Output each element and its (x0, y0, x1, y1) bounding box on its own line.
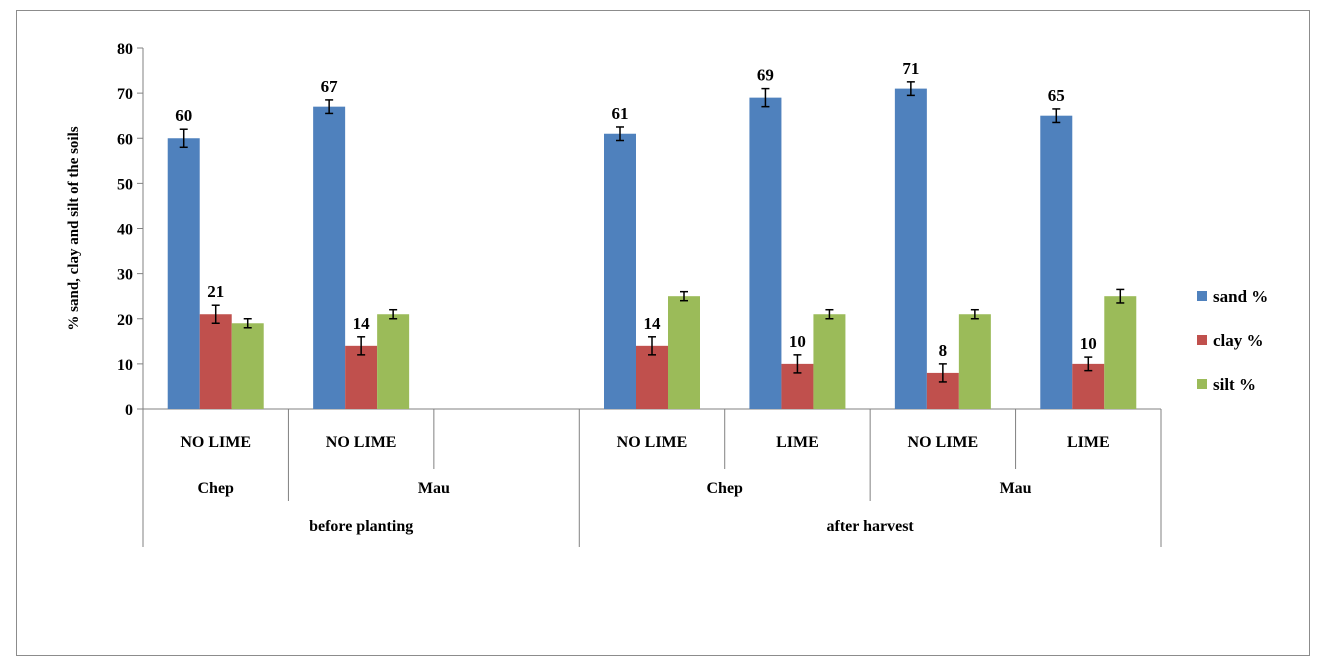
data-label-clay: 21 (207, 282, 224, 301)
y-axis-label: % sand, clay and silt of the soils (66, 126, 82, 330)
data-label-clay: 14 (353, 314, 371, 333)
bar-clay (199, 314, 232, 409)
bar-silt (1104, 296, 1137, 409)
x-category-label: NO LIME (908, 434, 979, 451)
data-label-clay: 8 (939, 341, 948, 360)
data-label-sand: 71 (902, 59, 919, 78)
bar-silt (958, 314, 991, 409)
legend-swatch (1197, 379, 1207, 389)
chart-frame: 0 10 20 30 40 50 60 70 80 % sand, clay and silt o… (16, 10, 1310, 656)
bar-silt (813, 314, 846, 409)
y-tick-label: 50 (117, 176, 133, 193)
x-level2-label: Chep (706, 480, 743, 497)
x-category-label: LIME (1067, 434, 1110, 451)
y-tick-label: 30 (117, 267, 133, 284)
x-category-label: NO LIME (326, 434, 397, 451)
x-category-label: NO LIME (180, 434, 251, 451)
y-tick-label: 80 (117, 41, 133, 58)
bar-sand (749, 97, 782, 409)
bar-sand (313, 106, 346, 409)
legend-entry: silt % (1213, 375, 1256, 394)
legend-entry: clay % (1213, 331, 1264, 350)
x-level2-label: Mau (1000, 480, 1032, 497)
data-label-sand: 61 (612, 104, 629, 123)
bar-sand (1040, 115, 1073, 409)
x-level2-label: Mau (418, 480, 450, 497)
y-tick-label: 0 (125, 402, 133, 419)
data-label-sand: 65 (1048, 86, 1065, 105)
bar-clay (1072, 363, 1105, 409)
y-tick-label: 60 (117, 131, 133, 148)
x-level3-label: before planting (309, 518, 413, 535)
x-category-label: NO LIME (617, 434, 688, 451)
bar-silt (377, 314, 410, 409)
bar-silt (231, 323, 264, 409)
bar-sand (604, 133, 636, 410)
bar-chart: 0 10 20 30 40 50 60 70 80 % sand, clay and silt o… (66, 41, 1268, 547)
data-label-sand: 60 (175, 106, 192, 125)
data-label-sand: 67 (321, 77, 339, 96)
data-label-clay: 10 (789, 332, 806, 351)
bar-silt (668, 296, 700, 409)
bar-clay (345, 345, 378, 409)
x-level2-label: Chep (197, 480, 234, 497)
bar-clay (636, 345, 668, 409)
data-label-clay: 10 (1080, 334, 1097, 353)
data-label-sand: 69 (757, 66, 774, 85)
legend-entry: sand % (1213, 287, 1268, 306)
y-tick-label: 70 (117, 86, 133, 103)
y-tick-label: 20 (117, 312, 133, 329)
x-level3-label: after harvest (827, 518, 915, 535)
bar-sand (167, 138, 200, 409)
legend-swatch (1197, 291, 1207, 301)
y-tick-label: 40 (117, 222, 133, 239)
x-category-label: LIME (776, 434, 819, 451)
legend-swatch (1197, 335, 1207, 345)
y-tick-label: 10 (117, 357, 133, 374)
data-label-clay: 14 (644, 314, 662, 333)
bar-sand (894, 88, 927, 410)
